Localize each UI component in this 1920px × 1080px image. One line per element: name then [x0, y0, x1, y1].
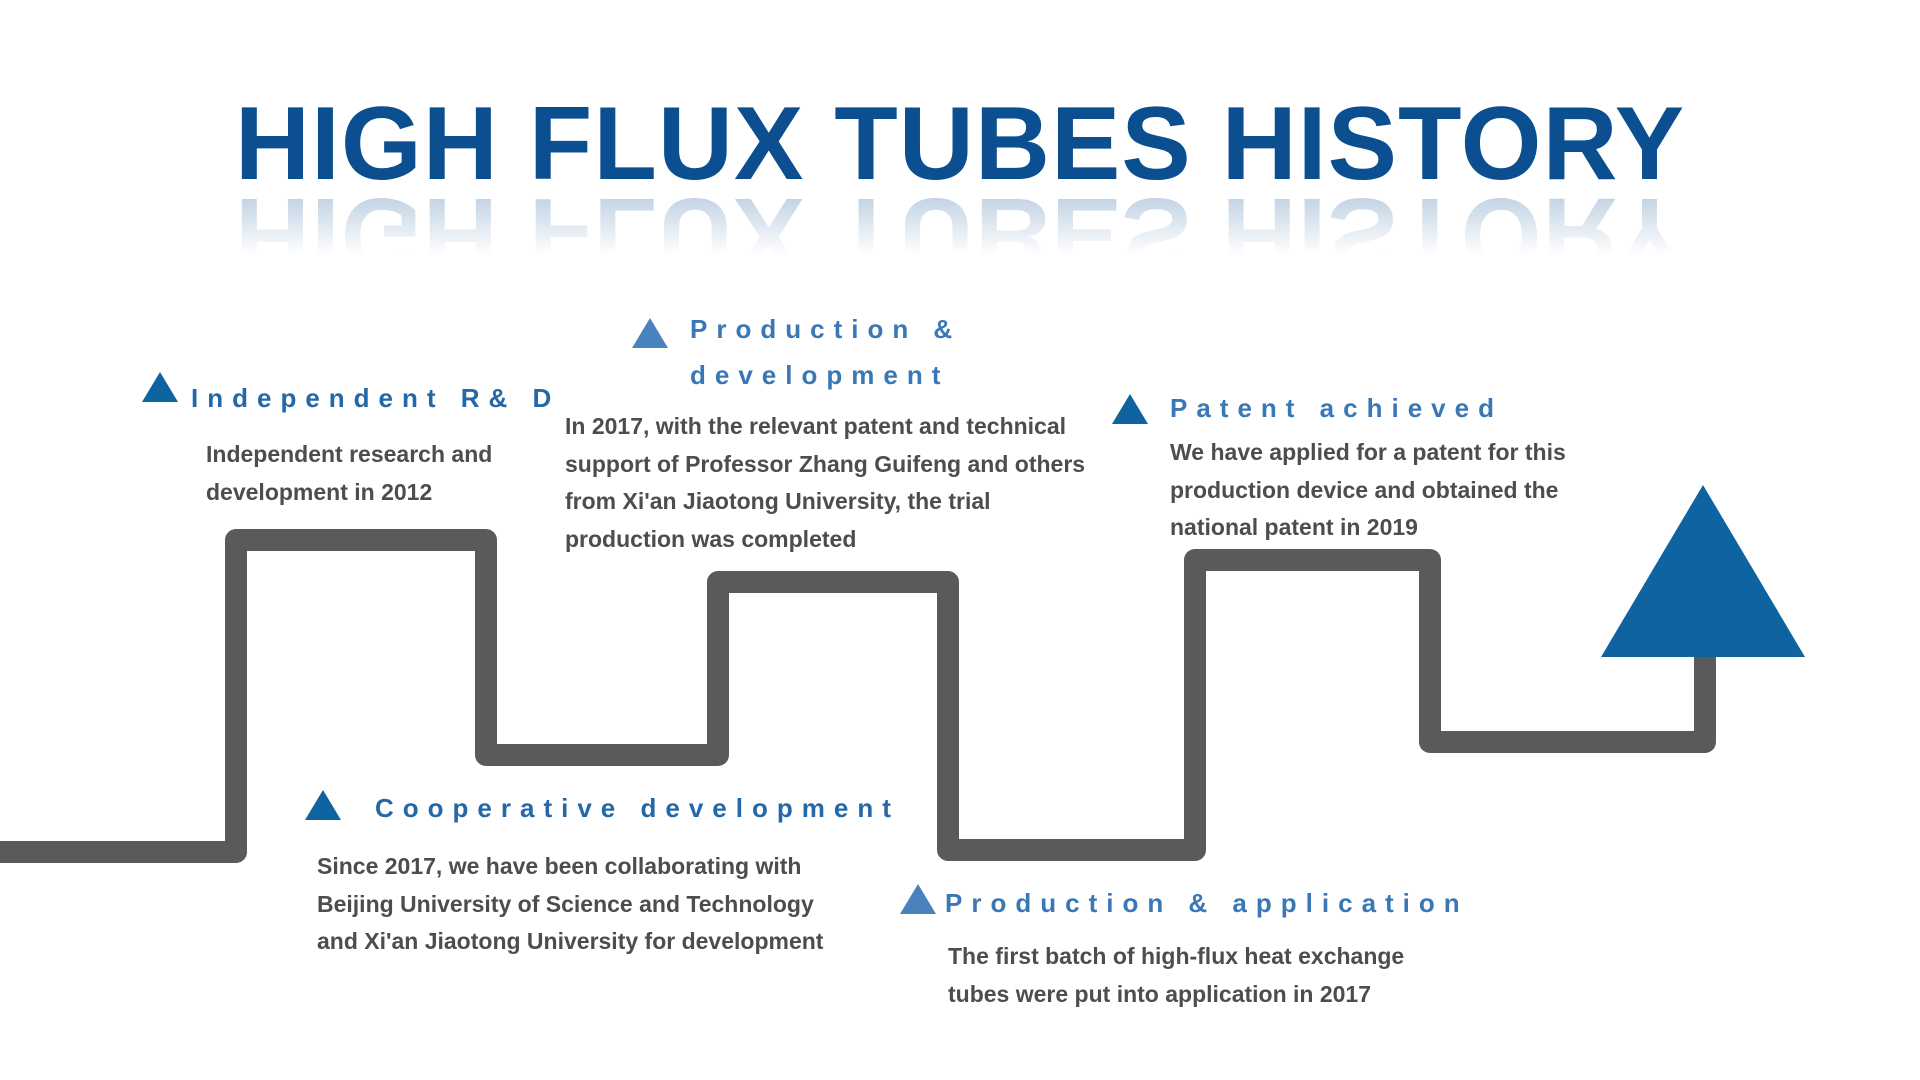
milestone-body-independent-rd: Independent research and development in …	[206, 436, 492, 511]
body-line: national patent in 2019	[1170, 514, 1418, 540]
triangle-marker-icon	[305, 790, 341, 820]
body-line: from Xi'an Jiaotong University, the tria…	[565, 488, 991, 514]
body-line: Independent research and	[206, 441, 493, 467]
triangle-marker-icon	[142, 372, 178, 402]
milestone-heading-patent-achieved: Patent achieved	[1170, 393, 1503, 423]
body-line: support of Professor Zhang Guifeng and o…	[565, 450, 1086, 477]
heading-line: development	[690, 360, 950, 390]
body-line: Since 2017, we have been collaborating w…	[317, 853, 802, 879]
body-line: In 2017, with the relevant patent and te…	[565, 413, 1067, 439]
arrow-up-triangle-icon	[1601, 485, 1805, 657]
heading-line: Production &	[690, 314, 962, 344]
step-path-line	[0, 529, 1716, 863]
milestone-heading-production-application: Production & application	[945, 888, 1469, 918]
triangle-marker-icon	[632, 318, 668, 348]
page-title: HIGH FLUX TUBES HISTORY	[234, 86, 1686, 202]
milestone-body-patent-achieved: We have applied for a patent for this pr…	[1170, 434, 1566, 547]
body-line: production was completed	[565, 525, 857, 552]
milestone-body-production-application: The first batch of high-flux heat exchan…	[948, 938, 1404, 1013]
body-line: and Xi'an Jiaotong University for develo…	[317, 928, 824, 954]
body-line: tubes were put into application in 2017	[948, 980, 1372, 1007]
title-area: HIGH FLUX TUBES HISTORY HIGH FLUX TUBES …	[0, 92, 1920, 292]
body-line: production device and obtained the	[1170, 476, 1559, 503]
body-line: The first batch of high-flux heat exchan…	[948, 943, 1405, 969]
milestone-body-cooperative-development: Since 2017, we have been collaborating w…	[317, 848, 823, 961]
triangle-marker-icon	[1112, 394, 1148, 424]
body-line: development in 2012	[206, 478, 433, 505]
milestone-heading-production-development: Production & development	[690, 306, 961, 398]
milestone-heading-cooperative-development: Cooperative development	[375, 793, 900, 823]
body-line: We have applied for a patent for this	[1170, 439, 1566, 465]
body-line: Beijing University of Science and Techno…	[317, 890, 814, 917]
triangle-marker-icon	[900, 884, 936, 914]
milestone-heading-independent-rd: Independent R& D	[191, 383, 561, 413]
milestone-body-production-development: In 2017, with the relevant patent and te…	[565, 408, 1085, 558]
